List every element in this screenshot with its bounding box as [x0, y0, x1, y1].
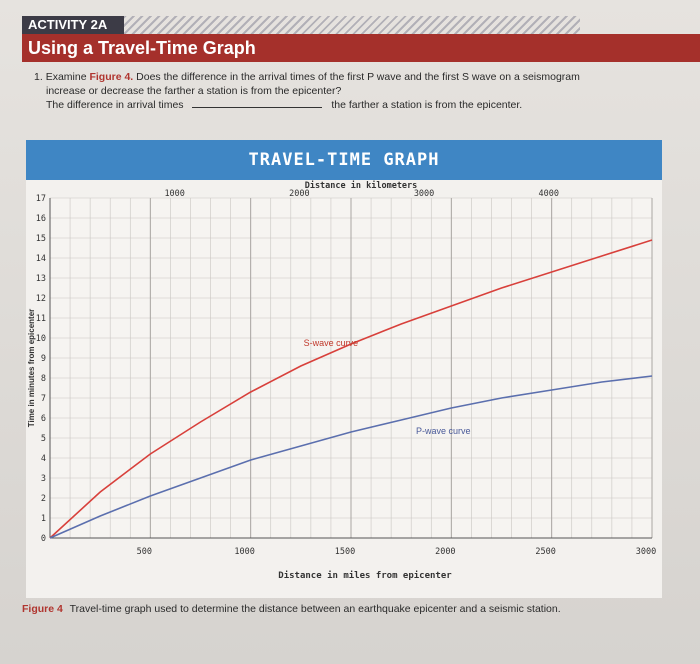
y-tick-label: 2: [41, 494, 46, 504]
travel-time-graph-card: TRAVEL-TIME GRAPH 0 1 2 3 4 5 6 7 8 9 10 11 12 13 14 15…: [26, 140, 662, 598]
x-tick-label: 2500: [535, 547, 555, 557]
question-line-1: 1. Examine Figure 4. Does the difference…: [34, 70, 684, 84]
x-tick-label: 500: [137, 547, 152, 557]
km-tick-label: 3000: [414, 189, 434, 199]
y-tick-label: 15: [36, 234, 46, 244]
x-axis-label: Distance in miles from epicenter: [278, 570, 452, 581]
x-tick-label: 1000: [234, 547, 254, 557]
y-tick-label: 5: [41, 434, 46, 444]
figure-caption: Figure 4 Travel-time graph used to deter…: [22, 603, 682, 615]
y-tick-label: 9: [41, 354, 46, 364]
x-tick-label: 1500: [335, 547, 355, 557]
caption-text: Travel-time graph used to determine the …: [69, 603, 561, 615]
question-text-rest: Does the difference in the arrival times…: [136, 71, 580, 83]
chart-title: TRAVEL-TIME GRAPH: [26, 140, 662, 180]
km-tick-label: 4000: [539, 189, 559, 199]
y-tick-label: 13: [36, 274, 46, 284]
y-tick-label: 12: [36, 294, 46, 304]
page-title: Using a Travel-Time Graph: [22, 34, 700, 62]
answer-suffix: the farther a station is from the epicen…: [331, 99, 523, 111]
y-tick-label: 0: [41, 534, 46, 544]
question-text-start: Examine: [45, 71, 87, 83]
s-wave-line: [49, 239, 653, 539]
answer-prefix: The difference in arrival times: [46, 99, 184, 111]
y-tick-label: 8: [41, 374, 46, 384]
y-tick-label: 17: [36, 194, 46, 204]
activity-tag: ACTIVITY 2A: [22, 16, 124, 34]
figure-reference: Figure 4.: [89, 71, 134, 83]
question-line-2: increase or decrease the farther a stati…: [46, 85, 342, 97]
y-tick-label: 10: [36, 334, 46, 344]
caption-label: Figure 4: [22, 603, 63, 615]
y-tick-label: 7: [41, 394, 46, 404]
y-tick-label: 1: [41, 514, 46, 524]
p-wave-line: [49, 375, 653, 539]
p-wave-label: P-wave curve: [416, 426, 471, 436]
y-tick-label: 3: [41, 474, 46, 484]
y-tick-label: 6: [41, 414, 46, 424]
y-tick-label: 4: [41, 454, 46, 464]
top-axis-label: Distance in kilometers: [305, 180, 418, 191]
km-tick-label: 2000: [289, 189, 309, 199]
decorative-hatch: [124, 16, 580, 34]
y-axis-label: Time in minutes from epicenter: [27, 309, 36, 428]
y-tick-label: 11: [36, 314, 46, 324]
y-tick-label: 14: [36, 254, 46, 264]
km-tick-label: 1000: [164, 189, 184, 199]
question-1: 1. Examine Figure 4. Does the difference…: [34, 70, 684, 112]
answer-blank[interactable]: [192, 107, 323, 108]
x-tick-label: 3000: [636, 547, 656, 557]
y-tick-label: 16: [36, 214, 46, 224]
s-wave-label: S-wave curve: [304, 338, 359, 348]
question-number: 1.: [34, 71, 43, 83]
x-tick-label: 2000: [435, 547, 455, 557]
answer-row: The difference in arrival times the fart…: [34, 98, 684, 112]
